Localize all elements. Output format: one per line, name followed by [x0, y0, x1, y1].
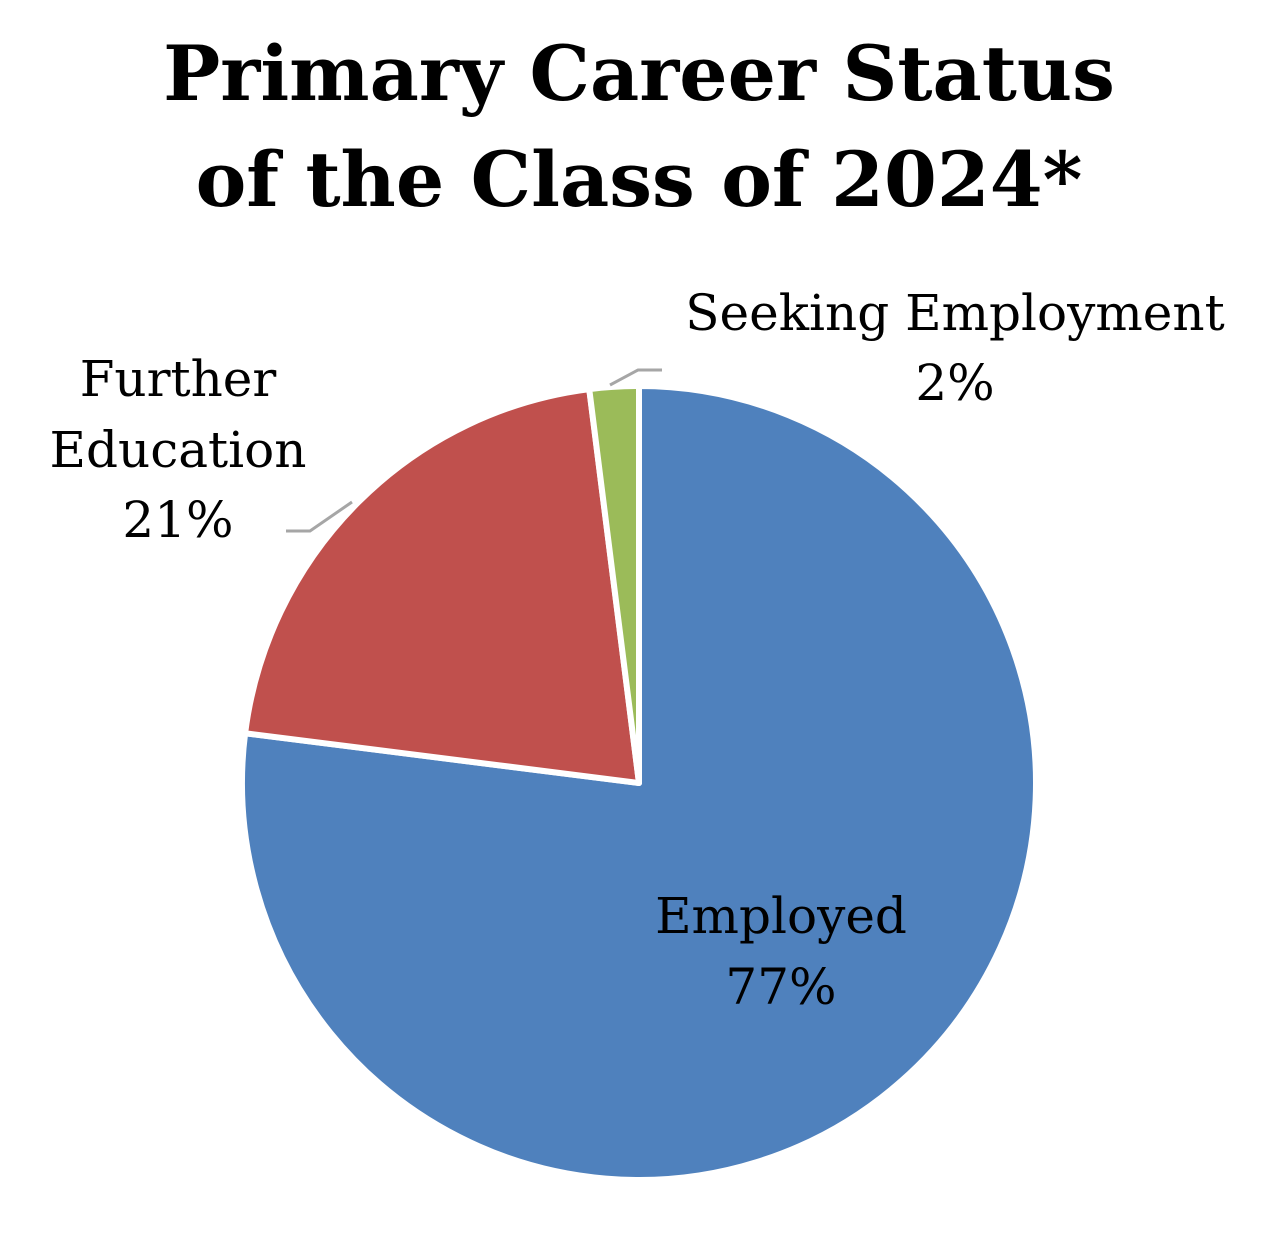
seeking-employment-value-label: 2% [915, 354, 994, 412]
further-education-label-line-1: Further [80, 350, 277, 408]
data-label-employed: Employed 77% [655, 887, 907, 1016]
pie-slice-employed [238, 383, 1039, 1183]
chart-title-line-2: of the Class of 2024* [196, 135, 1083, 224]
further-education-value-label: 21% [122, 491, 233, 549]
chart-title-line-1: Primary Career Status [163, 29, 1115, 118]
seeking-employment-label: Seeking Employment [685, 284, 1224, 342]
leader-lines [286, 368, 662, 533]
pie-slice-seeking-employment [586, 383, 642, 786]
leader-line-further-education [286, 500, 353, 533]
pie-slice-further-education [242, 386, 642, 786]
pie-slices [238, 383, 1039, 1183]
further-education-label-line-2: Education [50, 421, 307, 479]
data-label-seeking-employment: Seeking Employment 2% [685, 284, 1224, 412]
employed-label: Employed [655, 887, 907, 945]
data-label-further-education: Further Education 21% [50, 350, 307, 549]
employed-value-label: 77% [725, 958, 836, 1016]
leader-line-seeking-employment [609, 368, 662, 387]
